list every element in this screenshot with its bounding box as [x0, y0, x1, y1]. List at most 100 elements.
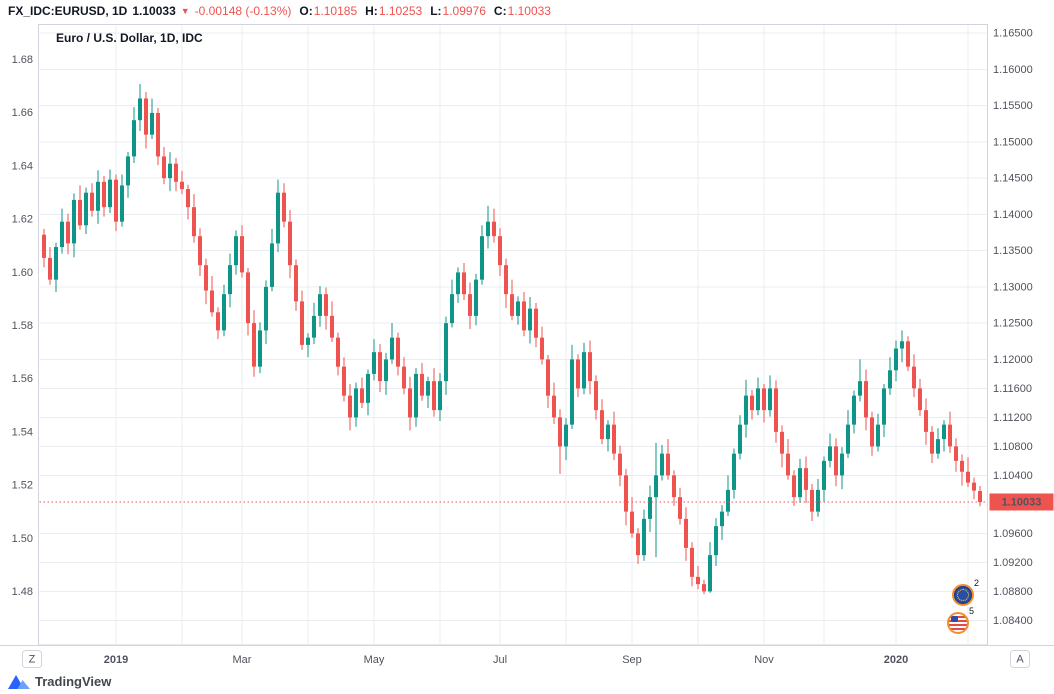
candle-body [648, 497, 652, 519]
chart-legend[interactable]: Euro / U.S. Dollar, 1D, IDC [56, 31, 203, 45]
candle-body [360, 388, 364, 403]
auto-scale-button-label: A [1016, 654, 1024, 666]
left-axis-label: 1.62 [12, 214, 33, 226]
close-value: 1.10033 [507, 4, 551, 18]
left-axis-label: 1.64 [12, 160, 33, 172]
candle-body [552, 395, 556, 418]
right-axis-label: 1.11200 [993, 412, 1032, 424]
candle-body [444, 323, 448, 382]
time-axis-label[interactable]: 2020 [884, 654, 908, 666]
candle-body [300, 301, 304, 345]
candle-body [258, 330, 262, 367]
candle-body [282, 192, 286, 222]
candle-body [828, 446, 832, 461]
left-axis-label: 1.52 [12, 480, 33, 492]
candle-body [534, 308, 538, 338]
candle-body [276, 192, 280, 244]
candle-body [564, 424, 568, 447]
candle-body [738, 424, 742, 454]
candle-body [822, 460, 826, 490]
candle-body [294, 265, 298, 302]
candle-body [402, 366, 406, 389]
time-axis-label[interactable]: Nov [754, 654, 774, 666]
candle-body [132, 120, 136, 157]
right-axis-label: 1.09200 [993, 557, 1033, 569]
tradingview-logo-icon[interactable] [8, 674, 30, 689]
candle-body [288, 221, 292, 266]
candle-body [876, 424, 880, 447]
time-axis-label[interactable]: 2019 [104, 654, 128, 666]
open-stat: O:1.10185 [299, 4, 357, 18]
candle-body [780, 431, 784, 454]
time-axis-label[interactable]: Jul [493, 654, 507, 666]
annotation-number-5: 5 [968, 606, 974, 616]
candle-body [66, 221, 70, 244]
candle-body [120, 185, 124, 222]
time-axis-label[interactable]: Mar [233, 654, 252, 666]
candle-body [420, 373, 424, 396]
candle-body [270, 243, 274, 287]
low-label: L: [430, 4, 442, 18]
candle-body [414, 373, 418, 418]
candle-body [894, 348, 898, 371]
tradingview-wordmark[interactable]: TradingView [35, 674, 112, 689]
candle-body [462, 272, 466, 295]
right-axis-label: 1.13500 [993, 245, 1033, 257]
open-value: 1.10185 [313, 4, 358, 18]
candle-body [570, 359, 574, 425]
right-axis-label: 1.12500 [993, 318, 1033, 330]
candle-body [354, 388, 358, 418]
eu-flag-coin-icon: 2 [952, 578, 979, 606]
timezone-button[interactable] [22, 650, 42, 668]
candle-body [480, 236, 484, 280]
candle-body [912, 366, 916, 389]
candle-body [54, 247, 58, 280]
candle-body [966, 471, 970, 483]
time-axis-label[interactable]: May [364, 654, 385, 666]
candle-body [144, 98, 148, 135]
candle-body [168, 163, 172, 179]
current-price-badge [989, 493, 1054, 511]
current-price-badge-text: 1.10033 [1002, 496, 1042, 508]
candle-body [348, 395, 352, 418]
footer-bar: TradingView [8, 674, 111, 689]
candle-body [840, 453, 844, 476]
down-arrow-icon: ▼ [180, 5, 190, 16]
candlestick-chart[interactable]: 1.16500 1.16000 1.15500 1.15000 1.14500 1.140… [0, 0, 1054, 672]
candle-body [762, 388, 766, 411]
candle-body [666, 453, 670, 476]
candle-body [438, 381, 442, 411]
candle-body [756, 388, 760, 411]
candle-body [906, 341, 910, 367]
candle-body [810, 489, 814, 512]
candle-body [588, 352, 592, 382]
candle-body [390, 337, 394, 360]
candle-body [834, 446, 838, 476]
left-axis-label: 1.68 [12, 54, 33, 66]
high-stat: H:1.10253 [365, 4, 422, 18]
left-axis-label: 1.56 [12, 373, 33, 385]
candle-body [864, 381, 868, 418]
auto-scale-button[interactable] [1010, 650, 1030, 668]
time-axis-label[interactable]: Sep [622, 654, 642, 666]
candle-body [264, 286, 268, 331]
candle-body [174, 163, 178, 182]
left-axis-label: 1.50 [12, 533, 33, 545]
candle-body [714, 526, 718, 556]
candle-body [84, 192, 88, 226]
candle-body [684, 518, 688, 548]
candle-body [960, 460, 964, 472]
candle-body [240, 236, 244, 273]
candle-body [582, 352, 586, 389]
candle-body [456, 272, 460, 295]
candle-body [198, 236, 202, 266]
candle-body [936, 439, 940, 454]
candle-body [630, 511, 634, 534]
plot-area[interactable] [38, 24, 988, 646]
candle-body [804, 468, 808, 490]
candle-body [510, 294, 514, 316]
candle-body [126, 156, 130, 186]
symbol-header: FX_IDC:EURUSD, 1D 1.10033 ▼ -0.00148 (-0… [0, 0, 551, 22]
symbol-title[interactable]: FX_IDC:EURUSD, 1D [8, 4, 128, 18]
